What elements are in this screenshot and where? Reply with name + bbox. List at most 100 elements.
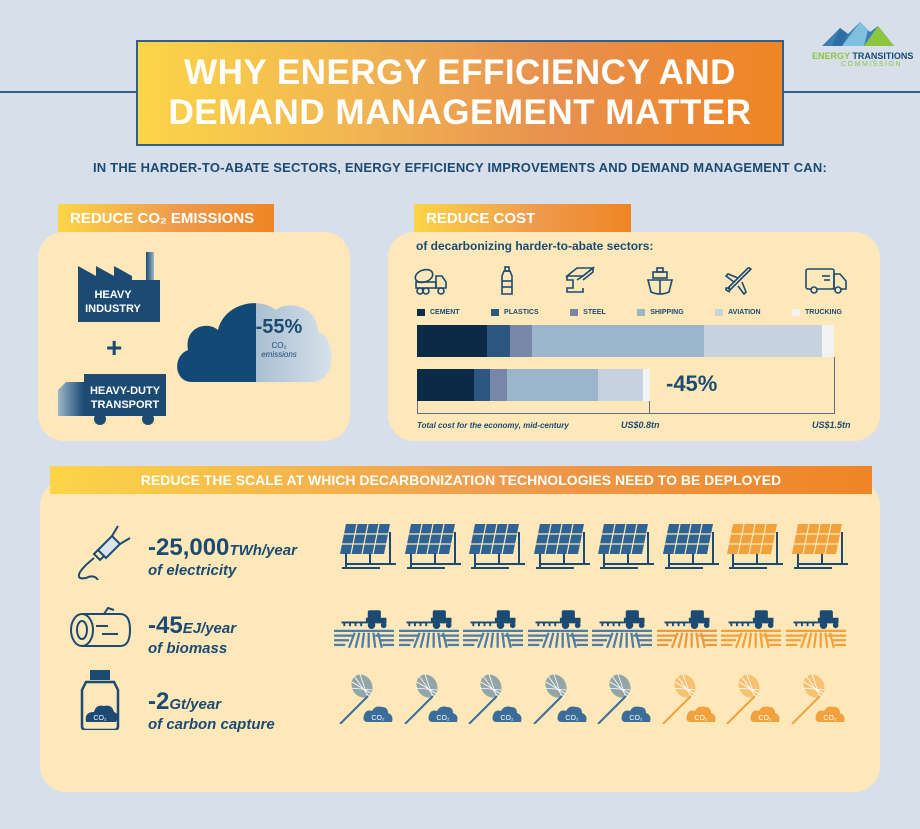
- electricity-desc: of electricity: [148, 562, 237, 579]
- swatch-icon: [715, 309, 724, 316]
- solar-panel-icon-highlight: [788, 522, 853, 572]
- biomass-label: -45EJ/year of biomass: [148, 612, 236, 657]
- solar-panel-icon: [659, 522, 724, 572]
- legend-shipping: SHIPPING: [637, 309, 684, 316]
- net-co2-icon: [463, 674, 528, 724]
- tractor-field-icon: [526, 604, 591, 654]
- emissions-co2-label: CO₂: [271, 341, 287, 350]
- bar-segment-aviation: [598, 369, 643, 401]
- carbon-capture-unit: Gt/year: [169, 696, 222, 713]
- logo-subtitle: COMMISSION: [841, 61, 902, 68]
- cost-bar-baseline: [417, 325, 834, 357]
- title-line-2: DEMAND MANAGEMENT MATTER: [168, 93, 752, 132]
- biomass-desc: of biomass: [148, 640, 228, 657]
- electricity-unit: TWh/year: [229, 542, 297, 559]
- solar-panel-icon-highlight: [723, 522, 788, 572]
- axis-tick-low: [649, 401, 650, 414]
- axis-tick-high: [834, 357, 835, 414]
- net-co2-icon: [592, 674, 657, 724]
- logo-title: ENERGY TRANSITIONS: [812, 51, 914, 61]
- legend-trucking: TRUCKING: [792, 309, 842, 316]
- tractor-field-icon-highlight: [784, 604, 849, 654]
- carbon-capture-row: [334, 674, 850, 724]
- carbon-capture-label: -2Gt/year of carbon capture: [148, 688, 275, 733]
- emissions-value: -55%: [255, 316, 303, 338]
- carbon-capture-desc: of carbon capture: [148, 716, 275, 733]
- cost-low-value: US$0.8tn: [621, 420, 660, 430]
- swatch-icon: [792, 309, 801, 316]
- cement-mixer-icon: [414, 268, 447, 295]
- swatch-icon: [417, 309, 425, 316]
- bar-segment-steel: [510, 325, 532, 357]
- cost-reduction-value: -45%: [666, 371, 718, 396]
- heavy-industry-label: HEAVY INDUSTRY: [85, 289, 141, 315]
- legend-cement: CEMENT: [417, 309, 460, 316]
- biomass-unit: EJ/year: [182, 620, 237, 637]
- biomass-value: -45: [148, 612, 183, 639]
- truck-icon: [805, 268, 847, 294]
- cost-high-value: US$1.5tn: [812, 420, 851, 430]
- title-banner: WHY ENERGY EFFICIENCY AND DEMAND MANAGEM…: [136, 40, 784, 146]
- legend-aviation: AVIATION: [715, 309, 761, 316]
- bar-segment-shipping: [507, 369, 598, 401]
- intro-subtitle: IN THE HARDER-TO-ABATE SECTORS, ENERGY E…: [92, 160, 828, 175]
- tractor-field-icon-partial: [655, 604, 720, 654]
- tractor-field-icon: [590, 604, 655, 654]
- electricity-value: -25,000: [148, 534, 230, 561]
- bar-segment-plastics: [474, 369, 490, 401]
- bar-segment-trucking: [822, 325, 834, 357]
- electricity-label: -25,000TWh/year of electricity: [148, 534, 297, 579]
- cost-bar-reduced: [417, 369, 650, 401]
- factory-icon: [78, 252, 160, 322]
- plus-sign: +: [106, 332, 123, 363]
- cost-section-label: REDUCE COST: [414, 204, 631, 232]
- axis-tick-start: [417, 401, 418, 413]
- net-co2-icon: [528, 674, 593, 724]
- swatch-icon: [491, 309, 500, 316]
- legend-plastics: PLASTICS: [491, 309, 539, 316]
- axis-line: [417, 413, 834, 414]
- emissions-reduction: -55% CO₂ emissions: [248, 316, 310, 359]
- carbon-capture-value: -2: [148, 688, 170, 715]
- tractor-field-icon-highlight: [719, 604, 784, 654]
- net-co2-icon: [334, 674, 399, 724]
- steel-beam-icon: [565, 266, 596, 293]
- tractor-field-icon: [332, 604, 397, 654]
- scale-section-label: REDUCE THE SCALE AT WHICH DECARBONIZATIO…: [50, 466, 872, 494]
- tractor-field-icon: [461, 604, 526, 654]
- bar-segment-aviation: [704, 325, 822, 357]
- bar-segment-trucking: [643, 369, 650, 401]
- net-co2-icon: [399, 674, 464, 724]
- tractor-field-icon: [397, 604, 462, 654]
- heavy-duty-transport-label: HEAVY-DUTY TRANSPORT: [89, 385, 161, 411]
- solar-panel-icon: [336, 522, 401, 572]
- log-icon: [70, 606, 132, 647]
- swatch-icon: [637, 309, 646, 316]
- cost-legend: CEMENT PLASTICS STEEL SHIPPING AVIATION …: [417, 309, 842, 316]
- tractor-field-row: [332, 604, 848, 654]
- solar-panel-icon: [594, 522, 659, 572]
- cloud-icon: [177, 303, 332, 382]
- etc-logo: ENERGY TRANSITIONS COMMISSION: [812, 20, 914, 70]
- bar-segment-plastics: [487, 325, 510, 357]
- svg-text:CO₂: CO₂: [93, 715, 107, 722]
- bar-segment-steel: [490, 369, 507, 401]
- bar-segment-cement: [417, 325, 487, 357]
- airplane-icon: [725, 266, 753, 296]
- solar-panel-icon: [465, 522, 530, 572]
- mountain-logo-icon: [822, 22, 894, 46]
- truck-icon: [58, 374, 166, 425]
- net-co2-icon-highlight: [786, 674, 851, 724]
- swatch-icon: [570, 309, 579, 316]
- solar-panel-icon: [401, 522, 466, 572]
- co2-jar-icon: CO₂: [80, 670, 120, 730]
- solar-panel-icon: [530, 522, 595, 572]
- emissions-section-label: REDUCE CO₂ EMISSIONS: [58, 204, 274, 232]
- cost-axis-label: Total cost for the economy, mid-century: [417, 421, 569, 430]
- cost-subtitle: of decarbonizing harder-to-abate sectors…: [416, 239, 654, 253]
- title-line-1: WHY ENERGY EFFICIENCY AND: [184, 53, 736, 92]
- ship-icon: [646, 267, 673, 295]
- net-co2-icon-highlight: [657, 674, 722, 724]
- solar-panel-row: [336, 522, 852, 572]
- sector-icons: [412, 266, 848, 296]
